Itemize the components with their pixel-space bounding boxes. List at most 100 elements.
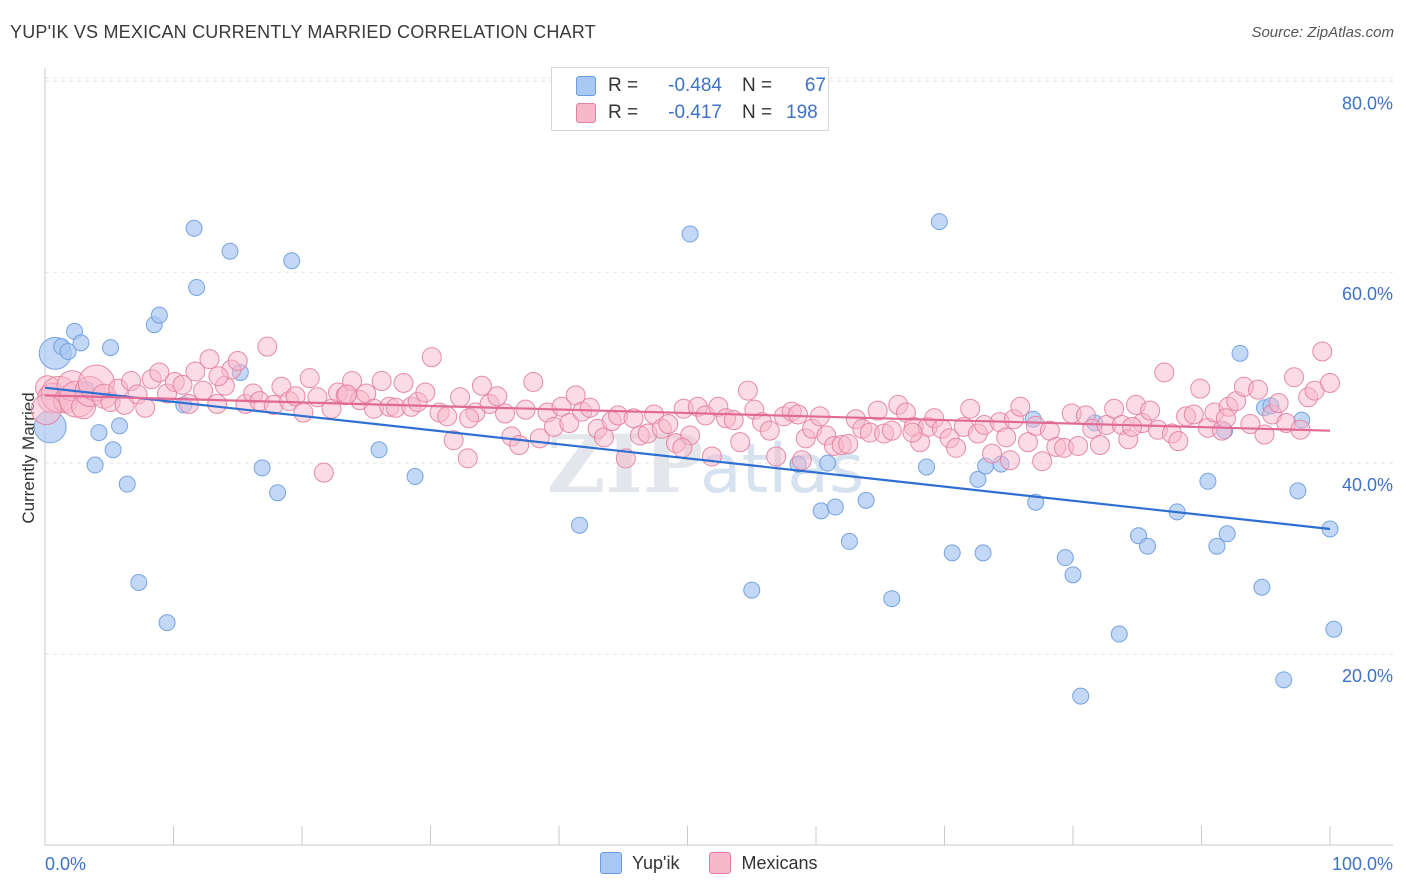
n-label: N = xyxy=(742,102,773,123)
data-point xyxy=(86,456,104,474)
data-point xyxy=(593,427,614,448)
legend-item-mexicans[interactable]: Mexicans xyxy=(709,852,818,874)
stats-legend: R = -0.484 N = 67 R = -0.417 N = 198 xyxy=(551,67,829,131)
data-point xyxy=(185,219,203,237)
data-point xyxy=(883,590,901,608)
data-point xyxy=(788,404,809,425)
mexicans-swatch xyxy=(576,103,596,123)
y-axis-label: Currently Married xyxy=(19,392,38,523)
data-point xyxy=(450,387,471,408)
data-point xyxy=(1208,537,1226,555)
data-point xyxy=(172,374,193,395)
data-point xyxy=(943,544,961,562)
r-value: -0.417 xyxy=(668,102,722,123)
data-point xyxy=(406,468,424,486)
r-value: -0.484 xyxy=(668,75,722,96)
data-point xyxy=(30,394,62,426)
data-point xyxy=(118,475,136,493)
data-point xyxy=(759,420,780,441)
data-point xyxy=(1027,493,1045,511)
legend-label-mexicans: Mexicans xyxy=(741,852,818,873)
data-point xyxy=(730,432,751,453)
data-point xyxy=(743,581,761,599)
data-point xyxy=(867,400,888,421)
data-point xyxy=(221,242,239,260)
data-point xyxy=(199,349,220,370)
data-point xyxy=(1139,537,1157,555)
data-point xyxy=(371,371,392,392)
data-point xyxy=(918,458,936,476)
data-point xyxy=(1199,472,1217,490)
n-label: N = xyxy=(742,75,773,96)
data-point xyxy=(459,408,480,429)
data-point xyxy=(1231,344,1249,362)
data-point xyxy=(960,398,981,419)
data-point xyxy=(681,225,699,243)
r-label: R = xyxy=(608,102,639,123)
n-value: 67 xyxy=(804,75,826,96)
data-point xyxy=(946,437,967,458)
stats-legend-row-mexicans: R = -0.417 N = 198 xyxy=(576,101,826,125)
data-point xyxy=(269,484,287,502)
data-point xyxy=(737,380,758,401)
data-point xyxy=(421,347,442,368)
data-point xyxy=(551,396,572,417)
data-point xyxy=(559,413,580,434)
data-point xyxy=(1325,620,1343,638)
data-point xyxy=(1248,379,1269,400)
data-point xyxy=(1215,408,1236,429)
data-point xyxy=(930,213,948,231)
data-point xyxy=(1289,482,1307,500)
yupik-legend-swatch xyxy=(600,852,622,874)
data-point xyxy=(623,408,644,429)
stats-legend-row-yupik: R = -0.484 N = 67 xyxy=(576,74,826,98)
data-point xyxy=(135,397,156,418)
data-point xyxy=(1104,398,1125,419)
y-tick-label: 60.0% xyxy=(1342,284,1393,304)
data-point xyxy=(969,470,987,488)
data-point xyxy=(766,446,787,467)
data-point xyxy=(72,334,90,352)
r-label: R = xyxy=(608,75,639,96)
data-point xyxy=(111,417,129,435)
trend-line-mexicans xyxy=(44,394,1331,432)
data-point xyxy=(812,502,830,520)
data-point xyxy=(370,441,388,459)
data-point xyxy=(90,424,108,442)
data-point xyxy=(102,339,120,357)
data-point xyxy=(1110,625,1128,643)
legend-item-yupik[interactable]: Yup'ik xyxy=(600,852,679,874)
x-tick-label-max: 100.0% xyxy=(1332,854,1393,874)
data-point xyxy=(1122,416,1143,437)
data-point xyxy=(1284,367,1305,388)
yupik-swatch xyxy=(576,76,596,96)
data-point xyxy=(415,382,436,403)
data-point xyxy=(1064,566,1082,584)
n-value: 198 xyxy=(786,102,818,123)
data-point xyxy=(902,422,923,443)
data-point xyxy=(857,491,875,509)
data-point xyxy=(471,375,492,396)
data-point xyxy=(523,371,544,392)
data-point xyxy=(1072,687,1090,705)
data-point xyxy=(188,278,206,296)
data-point xyxy=(293,402,314,423)
data-point xyxy=(149,362,170,383)
source-label: Source: ZipAtlas.com xyxy=(1251,24,1394,41)
data-point xyxy=(207,393,228,414)
data-point xyxy=(1275,671,1293,689)
y-tick-label: 80.0% xyxy=(1342,93,1393,113)
data-point xyxy=(1056,549,1074,567)
data-point xyxy=(838,434,859,455)
data-point xyxy=(1268,392,1289,413)
data-point xyxy=(1154,362,1175,383)
data-point xyxy=(487,386,508,407)
series-legend: Yup'ik Mexicans xyxy=(600,852,836,874)
data-point xyxy=(158,614,176,632)
data-point xyxy=(1168,431,1189,452)
data-point xyxy=(283,252,301,270)
data-point xyxy=(227,350,248,371)
data-point xyxy=(150,306,168,324)
x-tick-label-min: 0.0% xyxy=(45,854,86,874)
data-point xyxy=(185,361,206,382)
